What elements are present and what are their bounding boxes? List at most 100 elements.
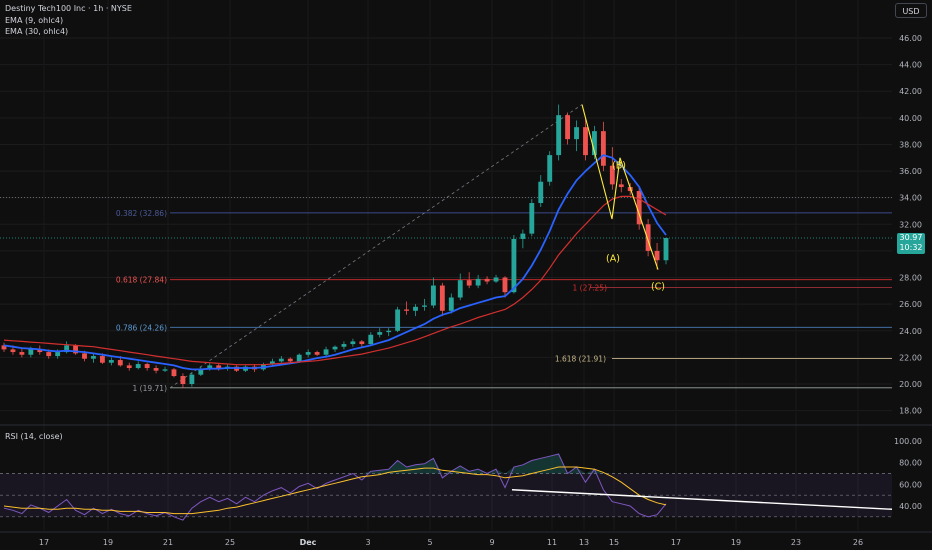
candle-body	[126, 365, 132, 369]
time-tick-label: 5	[427, 538, 432, 547]
currency-button[interactable]: USD	[895, 3, 927, 18]
candle-body	[386, 330, 392, 333]
price-tick-label: 34.00	[899, 194, 922, 203]
candle-body	[323, 349, 329, 355]
price-tick-label: 36.00	[899, 167, 922, 176]
candle-body	[484, 278, 490, 282]
candle-body	[377, 332, 383, 335]
wave-label: (A)	[606, 254, 620, 265]
candle-body	[117, 360, 123, 366]
candle-body	[269, 361, 275, 365]
candle-body	[618, 184, 624, 188]
fib-level-label: 0.786 (24.26)	[116, 323, 167, 332]
candle-body	[10, 349, 16, 353]
candle-body	[55, 352, 61, 357]
candle-body	[466, 280, 472, 286]
candle-body	[108, 360, 114, 363]
candle-body	[287, 358, 293, 362]
price-tick-label: 44.00	[899, 61, 922, 70]
candle-body	[538, 181, 544, 204]
fib-level-label: 0.382 (32.86)	[116, 209, 167, 218]
candle-body	[600, 131, 606, 166]
candle-body	[574, 127, 579, 140]
last-price-tag: 30.97 10:32	[897, 233, 925, 254]
wave-label: (C)	[651, 282, 665, 293]
candle-body	[368, 334, 374, 345]
time-tick-label: 26	[853, 538, 863, 547]
price-tick-label: 42.00	[899, 87, 922, 96]
candle-body	[19, 352, 25, 355]
candle-body	[511, 238, 517, 293]
candle-body	[395, 309, 401, 331]
rsi-trendline	[511, 489, 893, 510]
candle-body	[556, 115, 562, 156]
candle-body	[135, 364, 141, 369]
fibonacci-levels: 0.382 (32.86) 0.618 (27.84) 0.786 (24.26) 1…	[0, 104, 892, 393]
candle-body	[73, 345, 78, 354]
grid	[0, 0, 932, 533]
rsi-legend: RSI (14, close)	[5, 432, 63, 441]
candle-body	[654, 250, 660, 261]
last-price: 30.97	[899, 233, 923, 242]
time-tick-label: 17	[39, 538, 49, 547]
ema9-legend: EMA (9, ohlc4)	[5, 16, 64, 25]
candle-body	[180, 376, 186, 384]
fib-trend-line	[169, 104, 583, 389]
price-tick-label: 28.00	[899, 274, 922, 283]
candle-body	[502, 277, 508, 293]
candle-body	[162, 369, 168, 371]
candle-body	[46, 352, 52, 357]
candles	[1, 104, 669, 388]
candle-body	[457, 280, 463, 298]
price-tick-label: 18.00	[899, 407, 922, 416]
price-tick-label: 40.00	[899, 114, 922, 123]
rsi-ma-line	[3, 466, 667, 515]
time-tick-label: 25	[225, 538, 235, 547]
candle-body	[37, 349, 43, 353]
candle-body	[144, 364, 150, 369]
price-tick-label: 46.00	[899, 34, 922, 43]
axes: 18.0020.0022.0024.0026.0028.0030.0032.00…	[39, 34, 922, 547]
candle-body	[422, 305, 427, 307]
candle-body	[448, 297, 454, 311]
candle-body	[529, 203, 535, 234]
time-tick-label: 19	[103, 538, 113, 547]
time-tick-label: 21	[163, 538, 173, 547]
candle-body	[663, 238, 669, 261]
rsi-panel	[0, 453, 893, 521]
time-tick-label: 13	[579, 538, 589, 547]
candle-body	[296, 354, 302, 362]
rsi-tick-label: 60.00	[899, 480, 922, 489]
price-tick-label: 22.00	[899, 353, 922, 362]
price-tick-label: 38.00	[899, 140, 922, 149]
candle-body	[314, 352, 320, 355]
wave-path	[581, 104, 659, 270]
candle-body	[475, 278, 481, 286]
candle-body	[493, 277, 499, 282]
candle-body	[520, 233, 526, 239]
candle-body	[439, 285, 445, 311]
candle-body	[198, 369, 204, 375]
candle-body	[91, 356, 96, 359]
bar-countdown: 10:32	[899, 243, 923, 252]
candle-body	[359, 341, 365, 345]
candle-body	[430, 285, 436, 306]
wave-label: (B)	[612, 160, 626, 171]
candle-body	[278, 358, 284, 362]
candle-body	[547, 155, 553, 182]
candle-body	[583, 127, 588, 156]
candle-body	[636, 191, 642, 225]
fib-level-label: 1 (19.71)	[133, 384, 168, 393]
candle-body	[341, 344, 347, 347]
candle-body	[216, 365, 222, 369]
ema-lines	[3, 154, 667, 371]
candle-body	[82, 353, 87, 359]
time-tick-label: 9	[489, 538, 494, 547]
candle-body	[64, 345, 70, 353]
price-tick-label: 20.00	[899, 380, 922, 389]
candle-body	[332, 346, 338, 350]
candle-body	[305, 352, 311, 355]
candle-body	[609, 165, 615, 185]
rsi-overbought-fill	[4, 454, 666, 474]
